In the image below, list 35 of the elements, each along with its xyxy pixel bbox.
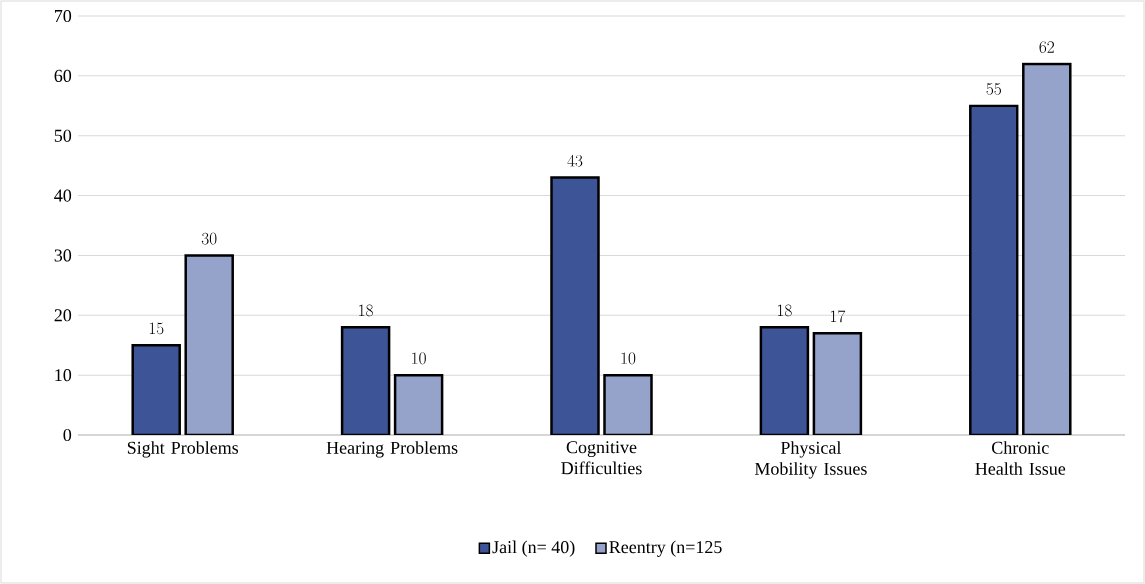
bar — [603, 373, 653, 435]
legend-label: Reentry (n=125 — [609, 540, 722, 557]
data-label: 62 — [1039, 41, 1054, 53]
x-tick-label: Sight Problems — [127, 441, 239, 458]
bar — [340, 326, 391, 435]
data-label: 17 — [830, 310, 846, 323]
data-label: 10 — [412, 352, 426, 365]
data-label: 18 — [359, 304, 373, 317]
bar — [184, 254, 234, 435]
y-tick-label: 20 — [54, 309, 72, 322]
x-tick-label: Physical Mobility Issues — [754, 441, 867, 479]
data-label: 10 — [621, 352, 636, 365]
y-tick-label: 0 — [63, 428, 72, 442]
data-label: 30 — [201, 232, 217, 245]
bar — [550, 176, 600, 435]
y-tick-label: 70 — [55, 9, 72, 23]
y-tick-label: 50 — [54, 129, 72, 142]
data-label: 15 — [149, 322, 164, 335]
bar — [812, 331, 863, 435]
bar — [969, 104, 1019, 435]
bar — [131, 343, 181, 435]
data-label: 18 — [777, 304, 792, 317]
bar — [1022, 62, 1072, 435]
y-tick-label: 30 — [54, 249, 72, 262]
x-tick-label: Cognitive Difficulties — [561, 441, 642, 475]
x-tick-label: Hearing Problems — [326, 441, 458, 458]
y-tick-label: 10 — [55, 369, 72, 382]
y-tick-label: 40 — [54, 189, 72, 202]
bar — [759, 326, 810, 435]
x-tick-label: Chronic Health Issue — [975, 441, 1066, 475]
data-label: 43 — [567, 154, 583, 167]
legend-label: Jail (n= 40) — [492, 540, 575, 557]
bar — [393, 373, 444, 435]
y-tick-label: 60 — [54, 69, 72, 82]
data-label: 55 — [986, 83, 1001, 95]
